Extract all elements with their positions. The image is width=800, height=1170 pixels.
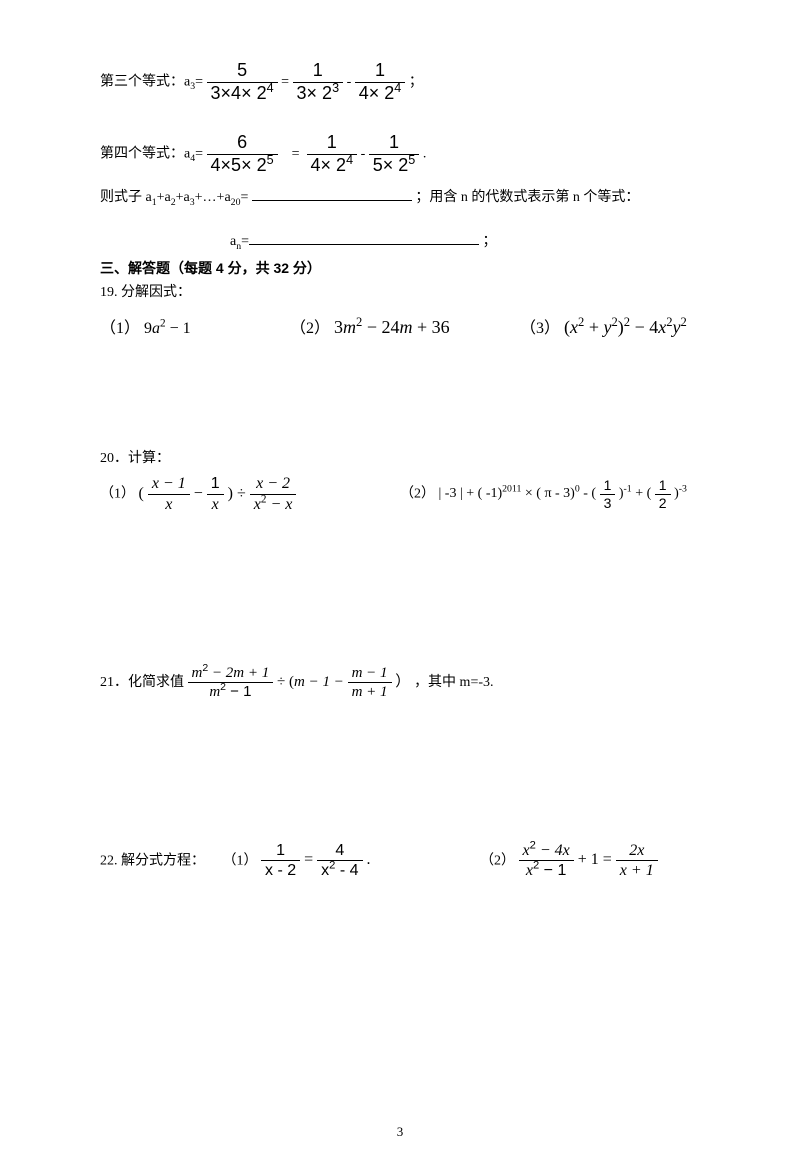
blank-sum: [252, 186, 412, 201]
eq4-frac3: 1 5× 25: [369, 132, 420, 176]
q22-p2-frac2: 2x x + 1: [616, 841, 658, 880]
q22-p1-frac1: 1 x - 2: [261, 841, 300, 880]
q22-part2: （2） x2 − 4x x2 − 1 + 1 = 2x x + 1: [480, 841, 658, 880]
q20-p2-frac1: 1 3: [600, 477, 616, 512]
q20-p1-frac2: 1 x: [207, 474, 224, 513]
eq3-prefix: 第三个等式：a: [100, 74, 190, 89]
q20-p2-frac2: 1 2: [655, 477, 671, 512]
section-3-title: 三、解答题（每题 4 分，共 32 分）: [100, 257, 730, 279]
q21-line: 21．化简求值 m2 − 2m + 1 m2 − 1 ÷ (m − 1 − m …: [100, 664, 730, 701]
page: 第三个等式：a3= 5 3×4× 24 = 1 3× 23 - 1 4× 24 …: [0, 0, 800, 1170]
equation-4-line: 第四个等式：a4= 6 4×5× 25 = 1 4× 24 - 1 5× 25 …: [100, 132, 730, 176]
page-number: 3: [0, 1124, 800, 1140]
q22-p2-frac1: x2 − 4x x2 − 1: [519, 841, 574, 880]
q19-title: 19. 分解因式：: [100, 282, 730, 304]
equation-3-line: 第三个等式：a3= 5 3×4× 24 = 1 3× 23 - 1 4× 24 …: [100, 60, 730, 104]
eq4-prefix: 第四个等式：a: [100, 147, 190, 162]
q22-part1: 22. 解分式方程： （1） 1 x - 2 = 4 x2 - 4 .: [100, 841, 480, 880]
q21-frac1: m2 − 2m + 1 m2 − 1: [188, 664, 274, 701]
q20-title: 20．计算：: [100, 448, 730, 470]
sum-tail: ；用含 n 的代数式表示第 n 个等式：: [415, 190, 639, 205]
q20-part1: （1） ( x − 1 x − 1 x ) ÷ x − 2 x2 − x: [100, 474, 400, 513]
eq3-frac3: 1 4× 24: [355, 60, 406, 104]
q19-row: （1） 9a2 − 1 （2） 3m2 − 24m + 36 （3） (x2 +…: [100, 314, 730, 338]
q19-part3: （3） (x2 + y2)2 − 4x2y2: [520, 314, 687, 338]
eq3-frac1: 5 3×4× 24: [207, 60, 278, 104]
q20-p1-frac1: x − 1 x: [148, 474, 190, 513]
q20-row: （1） ( x − 1 x − 1 x ) ÷ x − 2 x2 − x: [100, 474, 730, 513]
q21-frac2: m − 1 m + 1: [348, 664, 392, 701]
q20-p1-frac3: x − 2 x2 − x: [250, 474, 297, 513]
sum-line: 则式子 a1+a2+a3+…+a20= ；用含 n 的代数式表示第 n 个等式：: [100, 186, 730, 209]
q19-part1: （1） 9a2 − 1: [100, 314, 290, 338]
q19-part2: （2） 3m2 − 24m + 36: [290, 314, 520, 338]
an-line: an= ；: [100, 230, 730, 253]
blank-an: [249, 230, 479, 245]
eq3-frac2: 1 3× 23: [293, 60, 344, 104]
eq4-frac2: 1 4× 24: [307, 132, 358, 176]
q20-part2: （2） | -3 | + ( -1)2011 × ( π - 3)0 - ( 1…: [400, 477, 687, 512]
q22-p1-frac2: 4 x2 - 4: [317, 841, 362, 880]
eq4-frac1: 6 4×5× 25: [207, 132, 278, 176]
q22-row: 22. 解分式方程： （1） 1 x - 2 = 4 x2 - 4 . （2）: [100, 841, 730, 880]
